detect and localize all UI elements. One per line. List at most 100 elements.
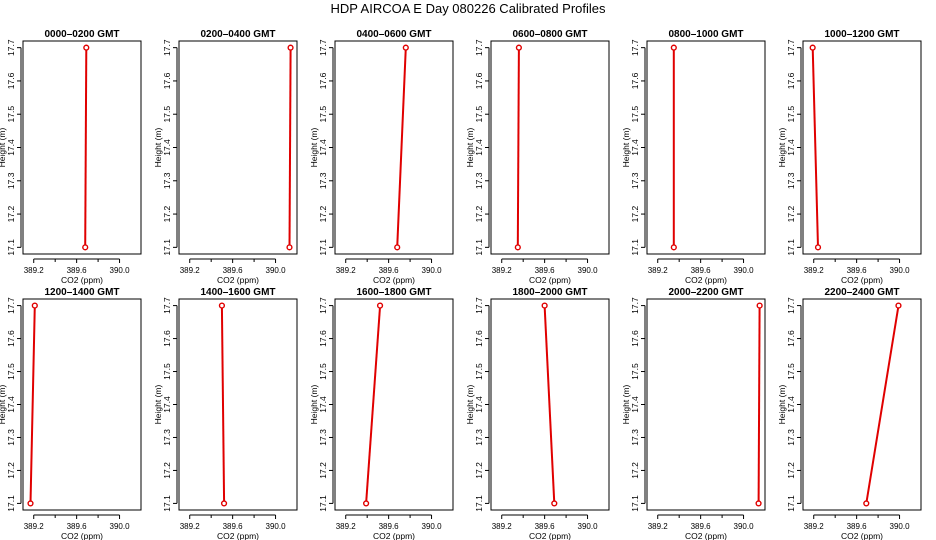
- profile-line: [365, 305, 382, 504]
- y-tick-label: 17.1: [6, 239, 16, 256]
- x-axis-label: CO2 (ppm): [529, 531, 571, 540]
- y-tick-label: 17.4: [474, 396, 484, 413]
- x-tick-label: 389.6: [379, 522, 400, 531]
- y-tick-label: 17.5: [474, 106, 484, 123]
- data-point: [863, 500, 870, 507]
- y-tick-label: 17.7: [474, 297, 484, 314]
- plot-frame: [334, 298, 454, 511]
- y-tick-label: 17.5: [318, 363, 328, 380]
- data-point: [376, 302, 384, 309]
- panel-title: 0600–0800 GMT: [512, 29, 587, 40]
- data-point: [27, 500, 34, 507]
- data-point: [670, 44, 677, 51]
- data-point: [809, 44, 816, 51]
- y-tick-label: 17.1: [786, 239, 796, 256]
- plot-frame: [646, 298, 766, 511]
- x-tick-label: 389.6: [223, 266, 244, 275]
- x-axis-label: CO2 (ppm): [373, 531, 415, 540]
- x-tick-label: 390.0: [110, 266, 131, 275]
- y-tick-label: 17.5: [474, 363, 484, 380]
- y-tick-label: 17.6: [318, 72, 328, 89]
- y-tick-label: 17.1: [474, 495, 484, 512]
- y-tick-label: 17.3: [6, 429, 16, 446]
- x-axis-label: CO2 (ppm): [841, 531, 883, 540]
- y-axis-label: Height (m): [0, 385, 7, 425]
- y-tick-label: 17.6: [318, 330, 328, 347]
- profile-line: [29, 305, 36, 504]
- x-tick-label: 389.2: [180, 522, 201, 531]
- y-axis-label: Height (m): [621, 385, 631, 425]
- y-tick-label: 17.1: [474, 239, 484, 256]
- y-tick-label: 17.2: [786, 206, 796, 223]
- y-axis-label: Height (m): [777, 128, 787, 168]
- panel-title: 2200–2400 GMT: [824, 287, 899, 298]
- y-tick-label: 17.3: [162, 172, 172, 189]
- panel-4: 0600–0800 GMT 389.2 389.6 390.0 CO2 (ppm) 17.…: [465, 29, 610, 285]
- plot-frame: [178, 40, 298, 255]
- x-tick-label: 390.0: [578, 522, 599, 531]
- data-point: [286, 244, 293, 251]
- panel-7: 1200–1400 GMT 389.2 389.6 390.0 CO2 (ppm) 17.…: [0, 287, 142, 540]
- y-tick-label: 17.2: [474, 462, 484, 479]
- x-tick-label: 389.6: [67, 266, 88, 275]
- x-tick-label: 389.2: [648, 522, 669, 531]
- y-tick-label: 17.1: [630, 495, 640, 512]
- panel-title: 0400–0600 GMT: [356, 29, 431, 40]
- y-tick-label: 17.2: [786, 462, 796, 479]
- y-tick-label: 17.6: [474, 72, 484, 89]
- y-tick-label: 17.3: [162, 429, 172, 446]
- x-tick-label: 390.0: [266, 522, 287, 531]
- profile-line: [84, 47, 88, 248]
- y-axis-label: Height (m): [621, 128, 631, 168]
- y-tick-label: 17.6: [786, 330, 796, 347]
- y-tick-label: 17.7: [630, 39, 640, 56]
- x-tick-label: 389.6: [535, 266, 556, 275]
- y-tick-label: 17.3: [6, 172, 16, 189]
- y-tick-label: 17.4: [630, 139, 640, 156]
- y-tick-label: 17.5: [6, 363, 16, 380]
- data-point: [402, 44, 409, 51]
- x-tick-label: 389.2: [24, 266, 45, 275]
- y-tick-label: 17.4: [318, 396, 328, 413]
- data-point: [394, 244, 401, 251]
- data-point: [515, 44, 522, 51]
- y-axis-label: Height (m): [0, 128, 7, 168]
- panel-title: 1600–1800 GMT: [356, 287, 431, 298]
- panel-3: 0400–0600 GMT 389.2 389.6 390.0 CO2 (ppm) 17.…: [309, 29, 454, 285]
- y-tick-label: 17.1: [318, 495, 328, 512]
- panel-11: 2000–2200 GMT 389.2 389.6 390.0 CO2 (ppm) 17.…: [621, 287, 766, 540]
- y-axis-label: Height (m): [465, 128, 475, 168]
- y-tick-label: 17.2: [318, 206, 328, 223]
- y-tick-label: 17.5: [162, 363, 172, 380]
- x-tick-label: 390.0: [422, 266, 443, 275]
- y-tick-label: 17.6: [630, 330, 640, 347]
- x-axis-label: CO2 (ppm): [61, 531, 103, 540]
- x-tick-label: 389.2: [492, 522, 513, 531]
- y-tick-label: 17.6: [6, 72, 16, 89]
- y-tick-label: 17.4: [318, 139, 328, 156]
- y-tick-label: 17.3: [318, 172, 328, 189]
- plot-frame: [646, 40, 766, 255]
- y-tick-label: 17.7: [318, 39, 328, 56]
- y-tick-label: 17.6: [474, 330, 484, 347]
- y-axis-label: Height (m): [777, 385, 787, 425]
- y-tick-label: 17.7: [6, 297, 16, 314]
- x-axis-label: CO2 (ppm): [529, 275, 571, 285]
- panel-12: 2200–2400 GMT 389.2 389.6 390.0 CO2 (ppm) 17.…: [777, 287, 922, 540]
- plot-frame: [802, 40, 922, 255]
- y-tick-label: 17.4: [630, 396, 640, 413]
- x-axis-label: CO2 (ppm): [61, 275, 103, 285]
- y-tick-label: 17.7: [162, 39, 172, 56]
- x-axis-label: CO2 (ppm): [217, 275, 259, 285]
- x-axis-label: CO2 (ppm): [373, 275, 415, 285]
- y-tick-label: 17.4: [786, 139, 796, 156]
- x-tick-label: 389.2: [804, 266, 825, 275]
- profile-line: [396, 47, 407, 248]
- data-point: [514, 244, 521, 251]
- x-tick-label: 390.0: [890, 266, 911, 275]
- x-tick-label: 389.6: [223, 522, 244, 531]
- y-tick-label: 17.7: [786, 39, 796, 56]
- data-point: [220, 500, 228, 507]
- y-tick-label: 17.3: [786, 172, 796, 189]
